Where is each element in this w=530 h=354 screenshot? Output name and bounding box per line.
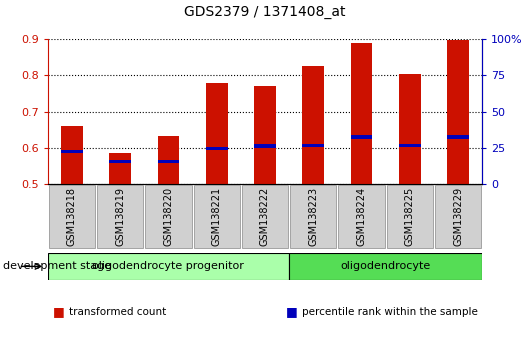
Text: GDS2379 / 1371408_at: GDS2379 / 1371408_at <box>184 5 346 19</box>
Text: ■: ■ <box>53 305 65 318</box>
Bar <box>61 150 83 153</box>
Text: percentile rank within the sample: percentile rank within the sample <box>302 307 478 316</box>
Bar <box>157 160 179 163</box>
Bar <box>193 185 240 248</box>
Text: GSM138229: GSM138229 <box>453 187 463 246</box>
Text: GSM138218: GSM138218 <box>67 187 77 246</box>
Bar <box>145 185 192 248</box>
Bar <box>48 253 289 280</box>
Bar <box>97 185 143 248</box>
Bar <box>242 185 288 248</box>
Bar <box>435 185 481 248</box>
Text: oligodendrocyte: oligodendrocyte <box>341 261 431 272</box>
Text: GSM138222: GSM138222 <box>260 187 270 246</box>
Bar <box>447 135 469 138</box>
Text: GSM138221: GSM138221 <box>211 187 222 246</box>
Bar <box>109 153 131 184</box>
Text: ■: ■ <box>286 305 298 318</box>
Text: oligodendrocyte progenitor: oligodendrocyte progenitor <box>92 261 244 272</box>
Bar <box>254 86 276 184</box>
Bar <box>254 144 276 148</box>
Bar <box>399 74 421 184</box>
Text: GSM138225: GSM138225 <box>405 187 415 246</box>
Bar <box>351 135 373 138</box>
Bar <box>399 144 421 147</box>
Text: GSM138224: GSM138224 <box>357 187 367 246</box>
Bar <box>338 185 385 248</box>
Bar <box>303 66 324 184</box>
Text: transformed count: transformed count <box>69 307 166 316</box>
Bar <box>351 43 373 184</box>
Text: GSM138219: GSM138219 <box>115 187 125 246</box>
Bar <box>157 136 179 184</box>
Bar <box>109 160 131 163</box>
Text: GSM138220: GSM138220 <box>163 187 173 246</box>
Bar <box>387 185 433 248</box>
Bar <box>49 185 95 248</box>
Bar <box>447 40 469 184</box>
Bar <box>206 83 227 184</box>
Bar <box>290 185 337 248</box>
Text: GSM138223: GSM138223 <box>308 187 319 246</box>
Text: development stage: development stage <box>3 261 111 272</box>
Bar <box>303 144 324 147</box>
Bar <box>206 147 227 150</box>
Bar <box>61 126 83 184</box>
Bar <box>289 253 482 280</box>
